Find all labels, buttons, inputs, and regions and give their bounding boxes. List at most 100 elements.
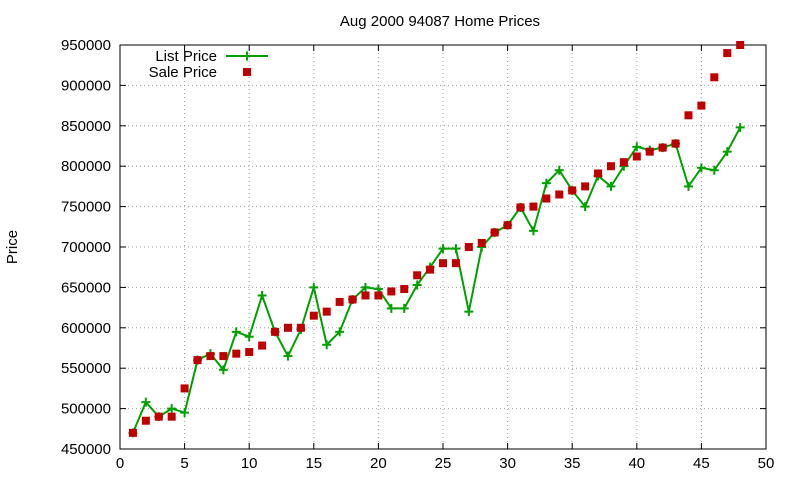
- x-tick-label: 0: [116, 455, 124, 472]
- data-point: [206, 352, 215, 361]
- data-point: [258, 341, 267, 350]
- x-tick-label: 40: [628, 455, 645, 472]
- data-point: [645, 147, 654, 156]
- grid-lines: [120, 45, 766, 449]
- x-tick-label: 45: [693, 455, 710, 472]
- x-tick-label: 25: [435, 455, 452, 472]
- data-point: [128, 428, 137, 437]
- data-point: [309, 282, 319, 292]
- y-tick-label: 600000: [61, 320, 111, 337]
- data-point: [360, 282, 370, 292]
- series-sale-price: [128, 41, 745, 437]
- data-point: [697, 101, 706, 110]
- y-tick-label: 550000: [61, 360, 111, 377]
- data-point: [335, 297, 344, 306]
- x-tick-label: 50: [758, 455, 775, 472]
- data-point: [231, 327, 241, 337]
- data-point: [683, 181, 693, 191]
- data-point: [503, 221, 512, 230]
- data-point: [387, 287, 396, 296]
- data-point: [400, 285, 409, 294]
- data-point: [438, 244, 448, 254]
- series-list-price: [128, 122, 745, 438]
- data-point: [218, 365, 228, 375]
- data-point: [542, 194, 551, 203]
- x-tick-label: 10: [241, 455, 258, 472]
- series-line: [131, 126, 742, 434]
- data-point: [722, 147, 732, 157]
- data-point: [528, 226, 538, 236]
- y-tick-label: 700000: [61, 239, 111, 256]
- data-point: [180, 384, 189, 393]
- data-point: [541, 178, 551, 188]
- data-point: [141, 416, 150, 425]
- data-series: [128, 41, 745, 438]
- data-point: [232, 349, 241, 358]
- data-point: [413, 271, 422, 280]
- data-point: [477, 238, 486, 247]
- data-point: [361, 291, 370, 300]
- y-axis-label: Price: [4, 230, 21, 264]
- data-point: [632, 142, 642, 152]
- data-point: [451, 244, 461, 254]
- axes: 450000 500000 550000 600000 650000 700000 7500…: [61, 37, 774, 472]
- data-point: [283, 323, 292, 332]
- data-point: [554, 165, 564, 175]
- data-point: [606, 162, 615, 171]
- data-point: [180, 408, 190, 418]
- data-point: [374, 291, 383, 300]
- y-tick-label: 850000: [61, 118, 111, 135]
- data-point: [619, 158, 628, 167]
- data-point: [568, 186, 577, 195]
- data-point: [245, 348, 254, 357]
- data-point: [594, 169, 603, 178]
- data-point: [710, 73, 719, 82]
- data-point: [451, 259, 460, 268]
- data-point: [632, 152, 641, 161]
- data-point: [335, 327, 345, 337]
- data-point: [709, 165, 719, 175]
- y-tick-label: 950000: [61, 37, 111, 54]
- data-point: [141, 397, 151, 407]
- data-point: [671, 139, 680, 148]
- data-point: [154, 412, 163, 421]
- y-tick-label: 650000: [61, 279, 111, 296]
- chart-title: Aug 2000 94087 Home Prices: [340, 13, 540, 30]
- data-point: [555, 190, 564, 199]
- data-point: [219, 352, 228, 361]
- data-point: [193, 356, 202, 365]
- y-tick-label: 800000: [61, 158, 111, 175]
- data-point: [684, 111, 693, 120]
- y-tick-label: 750000: [61, 199, 111, 216]
- data-point: [412, 280, 422, 290]
- data-point: [309, 311, 318, 320]
- data-point: [283, 351, 293, 361]
- data-point: [348, 295, 357, 304]
- data-point: [386, 303, 396, 313]
- y-tick-label: 500000: [61, 401, 111, 418]
- data-point: [606, 181, 616, 191]
- data-point: [426, 265, 435, 274]
- data-point: [516, 203, 525, 212]
- x-tick-label: 35: [564, 455, 581, 472]
- data-point: [257, 290, 267, 300]
- legend-label: Sale Price: [149, 64, 217, 81]
- data-point: [581, 182, 590, 191]
- legend-label: List Price: [155, 48, 217, 65]
- legend-item: List Price: [155, 48, 268, 65]
- data-point: [322, 307, 331, 316]
- data-point: [490, 228, 499, 237]
- data-point: [658, 143, 667, 152]
- data-point: [322, 340, 332, 350]
- data-point: [439, 259, 447, 268]
- legend-item: Sale Price: [149, 64, 251, 81]
- data-point: [529, 202, 538, 211]
- legend-marker: [243, 68, 251, 76]
- data-point: [399, 303, 409, 313]
- data-point: [296, 323, 305, 332]
- data-point: [271, 327, 280, 336]
- x-tick-label: 15: [305, 455, 322, 472]
- y-tick-label: 450000: [61, 441, 111, 458]
- legend-marker: [242, 51, 252, 61]
